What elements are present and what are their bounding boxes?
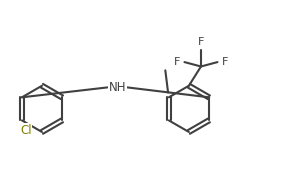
Text: F: F	[198, 37, 204, 47]
Text: F: F	[173, 57, 180, 67]
Text: NH: NH	[109, 81, 126, 94]
Text: Cl: Cl	[20, 124, 32, 137]
Text: F: F	[222, 57, 228, 67]
